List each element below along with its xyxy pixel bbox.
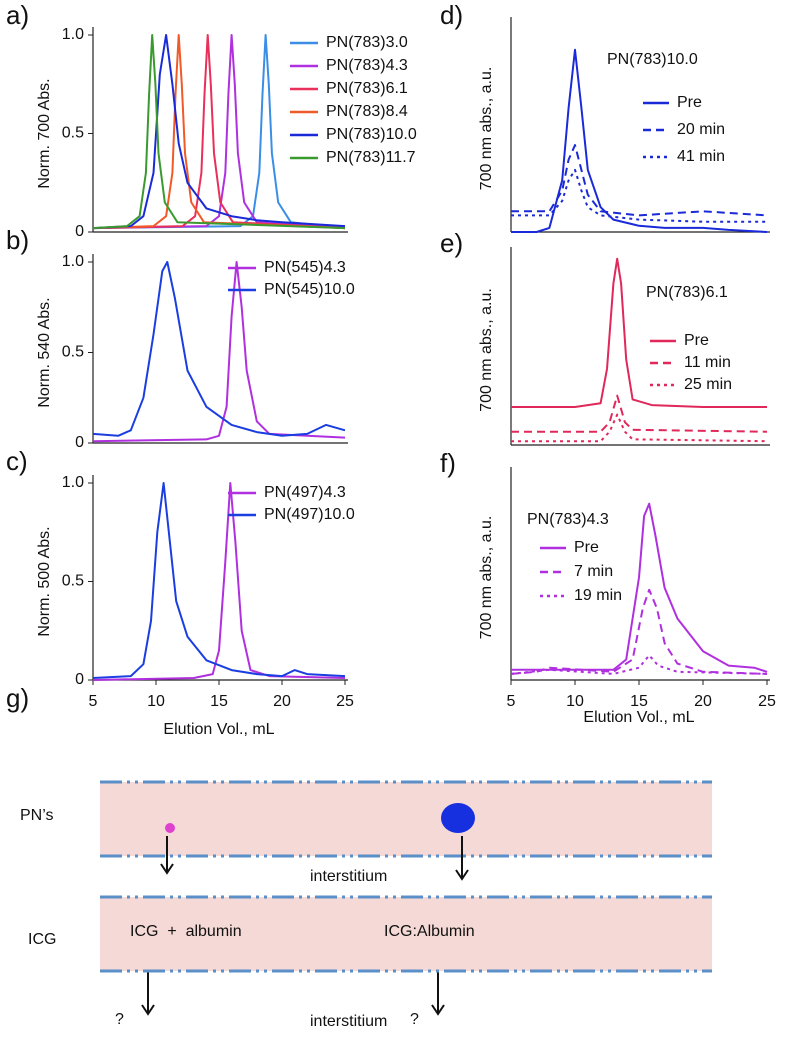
data-line	[92, 34, 346, 230]
x-tick-label: 25	[336, 693, 354, 710]
annotation: PN(783)6.1	[646, 284, 728, 301]
y-tick-label: 1.0	[62, 474, 84, 491]
legend-label: PN(497)10.0	[264, 506, 355, 523]
legend-label: PN(783)3.0	[326, 34, 408, 51]
chart-panel: c) Norm. 500 Abs. 0 0.5 1.0 5 10 15 20 25 Elution …	[6, 446, 355, 738]
interstitium-label: interstitium	[310, 1013, 387, 1030]
chart-panel: e) 700 nm abs., a.u. PN(783)6.1 Pre 11 min 25…	[440, 228, 770, 446]
legend-label: PN(783)10.0	[326, 126, 417, 143]
row-label: PN’s	[20, 807, 54, 824]
question-mark: ?	[115, 1011, 124, 1028]
chart-panel: a) Norm. 700 Abs. 0 0.5 1.0 PN(783)3.0 PN(783)…	[6, 0, 417, 240]
y-axis-label: 700 nm abs., a.u.	[478, 516, 495, 640]
y-axis-label: Norm. 500 Abs.	[36, 526, 53, 636]
chart-panel: d) 700 nm abs., a.u. PN(783)10.0 Pre 20 min 4…	[440, 0, 770, 233]
panel-label: f)	[440, 448, 456, 478]
legend-label: PN(783)8.4	[326, 103, 408, 120]
y-tick-label: 0	[75, 434, 84, 451]
legend-label: 19 min	[574, 587, 622, 604]
panel-label: e)	[440, 228, 463, 258]
annotation: PN(783)10.0	[607, 51, 698, 68]
legend-label: PN(783)11.7	[326, 149, 416, 166]
y-tick-label: 1.0	[62, 26, 84, 43]
x-axis-label: Elution Vol., mL	[583, 709, 694, 726]
y-tick-label: 0.5	[62, 344, 84, 361]
x-tick-label: 10	[566, 693, 584, 710]
reactants: ICG + albumin	[130, 923, 242, 940]
data-line	[511, 168, 767, 223]
legend-label: PN(545)10.0	[264, 281, 355, 298]
legend-label: 41 min	[677, 148, 725, 165]
data-line	[92, 34, 346, 230]
complex: ICG:Albumin	[384, 923, 475, 940]
panel-label: c)	[6, 446, 28, 476]
panel-label: d)	[440, 0, 463, 30]
x-axis-label: Elution Vol., mL	[163, 721, 274, 738]
x-tick-label: 15	[630, 693, 648, 710]
y-tick-label: 0.5	[62, 573, 84, 590]
y-tick-label: 0	[75, 223, 84, 240]
x-tick-label: 5	[89, 693, 98, 710]
legend-label: Pre	[677, 94, 702, 111]
vessel	[100, 782, 712, 856]
chart-panel: b) Norm. 540 Abs. 0 0.5 1.0 PN(545)4.3 PN(545)…	[6, 225, 355, 451]
interstitium-label: interstitium	[310, 868, 387, 885]
panel-label: a)	[6, 0, 29, 30]
data-line	[511, 48, 768, 233]
data-line	[511, 394, 768, 433]
legend-label: PN(783)4.3	[326, 57, 408, 74]
x-tick-label: 20	[273, 693, 291, 710]
y-tick-label: 1.0	[62, 253, 84, 270]
diagram: g) PN’s interstitium ICG ICG + albumin I…	[6, 683, 712, 1030]
data-line	[510, 588, 768, 675]
x-tick-label: 25	[758, 693, 776, 710]
data-line	[92, 261, 346, 437]
chart-panel: f) 700 nm abs., a.u. 5 10 15 20 25 Elution Vol.…	[440, 448, 776, 726]
data-line	[92, 482, 346, 679]
annotation: PN(783)4.3	[527, 511, 609, 528]
legend-label: Pre	[574, 539, 599, 556]
panel-label: g)	[6, 683, 29, 713]
x-tick-label: 5	[507, 693, 516, 710]
large-particle	[441, 803, 475, 833]
data-line	[511, 502, 768, 673]
data-line	[511, 144, 768, 217]
y-axis-label: 700 nm abs., a.u.	[478, 288, 495, 412]
x-tick-label: 20	[694, 693, 712, 710]
vessel	[100, 897, 712, 971]
legend-label: PN(783)6.1	[326, 80, 408, 97]
data-line	[511, 413, 768, 443]
legend-label: PN(497)4.3	[264, 484, 346, 501]
legend-label: 11 min	[684, 354, 731, 371]
data-line	[92, 34, 346, 230]
data-line	[92, 34, 346, 230]
legend-label: Pre	[684, 332, 709, 349]
data-line	[92, 482, 346, 681]
data-line	[510, 654, 768, 675]
data-line	[92, 261, 346, 443]
panel-label: b)	[6, 225, 29, 255]
x-tick-label: 10	[147, 693, 165, 710]
row-label: ICG	[28, 931, 56, 948]
legend-label: 25 min	[684, 376, 732, 393]
x-tick-label: 15	[210, 693, 228, 710]
y-tick-label: 0.5	[62, 125, 84, 142]
y-axis-label: Norm. 700 Abs.	[36, 78, 53, 188]
y-axis-label: 700 nm abs., a.u.	[478, 67, 495, 191]
legend-label: PN(545)4.3	[264, 259, 346, 276]
question-mark: ?	[410, 1011, 419, 1028]
y-axis-label: Norm. 540 Abs.	[36, 297, 53, 407]
small-particle	[165, 823, 175, 833]
y-tick-label: 0	[75, 671, 84, 688]
data-line	[92, 34, 346, 230]
legend-label: 7 min	[574, 563, 613, 580]
data-line	[511, 257, 767, 408]
legend-label: 20 min	[677, 121, 725, 138]
